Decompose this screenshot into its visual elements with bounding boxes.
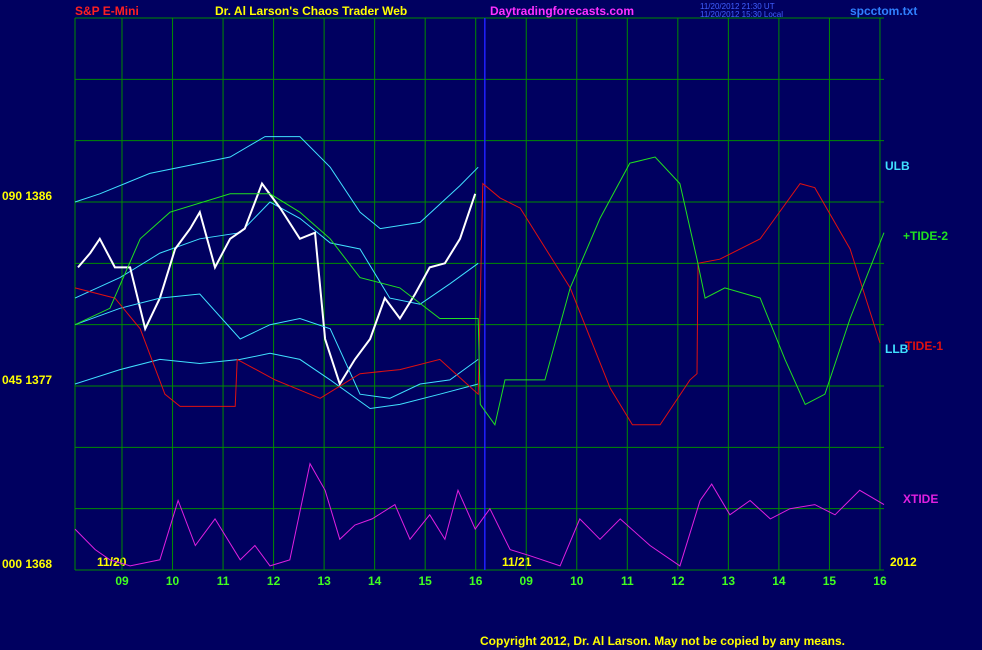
x-tick-label: 16	[873, 574, 887, 588]
y-tick-label: 000 1368	[2, 557, 52, 571]
x-tick-label: 14	[772, 574, 786, 588]
series-label: TIDE-1	[905, 339, 943, 353]
y-tick-label: 045 1377	[2, 373, 52, 387]
series-label: +TIDE-2	[903, 229, 948, 243]
series-line	[74, 156, 885, 426]
day-label: 11/21	[502, 555, 532, 569]
day-label: 11/20	[97, 555, 127, 569]
x-tick-label: 12	[267, 574, 281, 588]
series-line	[74, 136, 479, 230]
x-tick-label: 14	[368, 574, 382, 588]
timestamp: 11/20/2012 21:30 UT	[700, 2, 775, 11]
series-line	[74, 201, 479, 305]
x-tick-label: 16	[469, 574, 483, 588]
series-line	[77, 181, 477, 387]
file-name: spcctom.txt	[850, 4, 917, 18]
series-label: LLB	[885, 342, 909, 356]
x-tick-label: 10	[166, 574, 180, 588]
x-tick-label: 09	[115, 574, 129, 588]
symbol: S&P E-Mini	[75, 4, 139, 18]
x-tick-label: 15	[418, 574, 432, 588]
timestamp: 11/20/2012 15:30 Local	[700, 10, 783, 19]
day-label: 2012	[890, 555, 917, 569]
copyright: Copyright 2012, Dr. Al Larson. May not b…	[480, 634, 845, 648]
series-line	[74, 293, 479, 399]
series-label: XTIDE	[903, 492, 938, 506]
x-tick-label: 11	[621, 574, 634, 588]
x-tick-label: 15	[823, 574, 837, 588]
series-line	[74, 462, 885, 567]
series-line	[74, 352, 479, 410]
y-tick-label: 090 1386	[2, 189, 52, 203]
series-label: ULB	[885, 159, 910, 173]
x-tick-label: 12	[671, 574, 685, 588]
x-tick-label: 09	[520, 574, 534, 588]
chart-title: Dr. Al Larson's Chaos Trader Web	[215, 4, 407, 18]
x-tick-label: 13	[317, 574, 331, 588]
series-line	[74, 182, 881, 426]
x-tick-label: 10	[570, 574, 584, 588]
site: Daytradingforecasts.com	[490, 4, 634, 18]
x-tick-label: 13	[722, 574, 736, 588]
x-tick-label: 11	[217, 574, 230, 588]
